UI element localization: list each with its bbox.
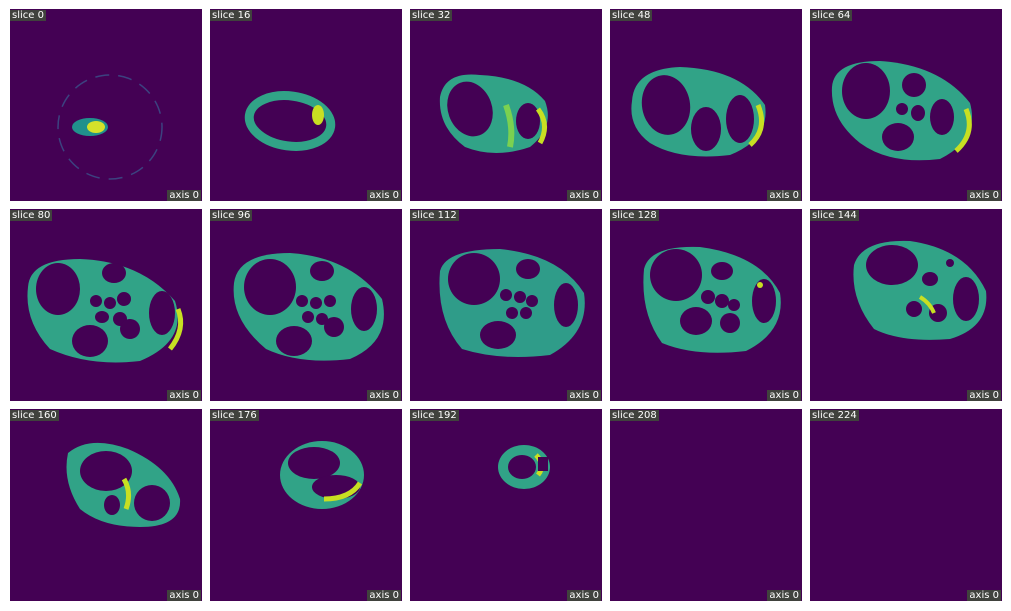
slice-label: slice 208: [610, 410, 659, 421]
slice-image: [810, 409, 1002, 601]
slice-tile: slice 192 axis 0: [410, 409, 602, 601]
slice-label: slice 128: [610, 210, 659, 221]
slice-tile: slice 176 axis 0: [210, 409, 402, 601]
axis-label: axis 0: [367, 190, 401, 201]
axis-label: axis 0: [367, 590, 401, 601]
axis-label: axis 0: [167, 190, 201, 201]
axis-label: axis 0: [567, 190, 601, 201]
slice-tile: slice 80 axis 0: [10, 209, 202, 401]
slice-image: [233, 253, 384, 361]
slice-tile: slice 160 axis 0: [10, 409, 202, 601]
axis-label: axis 0: [767, 390, 801, 401]
axis-label: axis 0: [367, 390, 401, 401]
axis-label: axis 0: [567, 590, 601, 601]
slice-label: slice 224: [810, 410, 859, 421]
slice-tile: slice 128 axis 0: [610, 209, 802, 401]
slice-label: slice 80: [10, 210, 53, 221]
axis-label: axis 0: [967, 190, 1001, 201]
slice-tile: slice 32 axis 0: [410, 9, 602, 201]
slice-image: [831, 61, 972, 161]
slice-label: slice 0: [10, 10, 46, 21]
axis-label: axis 0: [967, 590, 1001, 601]
slice-label: slice 16: [210, 10, 253, 21]
slice-image: [643, 246, 781, 353]
slice-tile: slice 96 axis 0: [210, 209, 402, 401]
slice-image: [439, 74, 548, 153]
slice-image: [57, 74, 163, 180]
slice-image: [27, 259, 184, 363]
slice-image: [66, 442, 181, 527]
slice-tile: slice 112 axis 0: [410, 209, 602, 401]
slice-tile: slice 0 axis 0: [10, 9, 202, 201]
slice-tile: slice 144 axis 0: [810, 209, 1002, 401]
axis-label: axis 0: [167, 590, 201, 601]
axis-label: axis 0: [967, 390, 1001, 401]
slice-image: [439, 249, 585, 357]
slice-label: slice 48: [610, 10, 653, 21]
axis-label: axis 0: [567, 390, 601, 401]
slice-tile: slice 208 axis 0: [610, 409, 802, 601]
slice-label: slice 176: [210, 410, 259, 421]
slice-image: [631, 67, 766, 157]
slice-image: [853, 240, 987, 340]
axis-label: axis 0: [767, 190, 801, 201]
slice-label: slice 64: [810, 10, 853, 21]
slice-tile: slice 224 axis 0: [810, 409, 1002, 601]
slice-label: slice 96: [210, 210, 253, 221]
axis-label: axis 0: [167, 390, 201, 401]
slice-tile: slice 64 axis 0: [810, 9, 1002, 201]
slice-label: slice 192: [410, 410, 459, 421]
slice-label: slice 144: [810, 210, 859, 221]
slice-image: [610, 409, 802, 601]
slice-tile: slice 48 axis 0: [610, 9, 802, 201]
slice-label: slice 112: [410, 210, 459, 221]
slice-tile: slice 16 axis 0: [210, 9, 402, 201]
slice-label: slice 32: [410, 10, 453, 21]
slice-image: [498, 445, 550, 489]
slice-label: slice 160: [10, 410, 59, 421]
slice-image: [244, 91, 336, 151]
axis-label: axis 0: [767, 590, 801, 601]
slice-image: [280, 441, 364, 509]
